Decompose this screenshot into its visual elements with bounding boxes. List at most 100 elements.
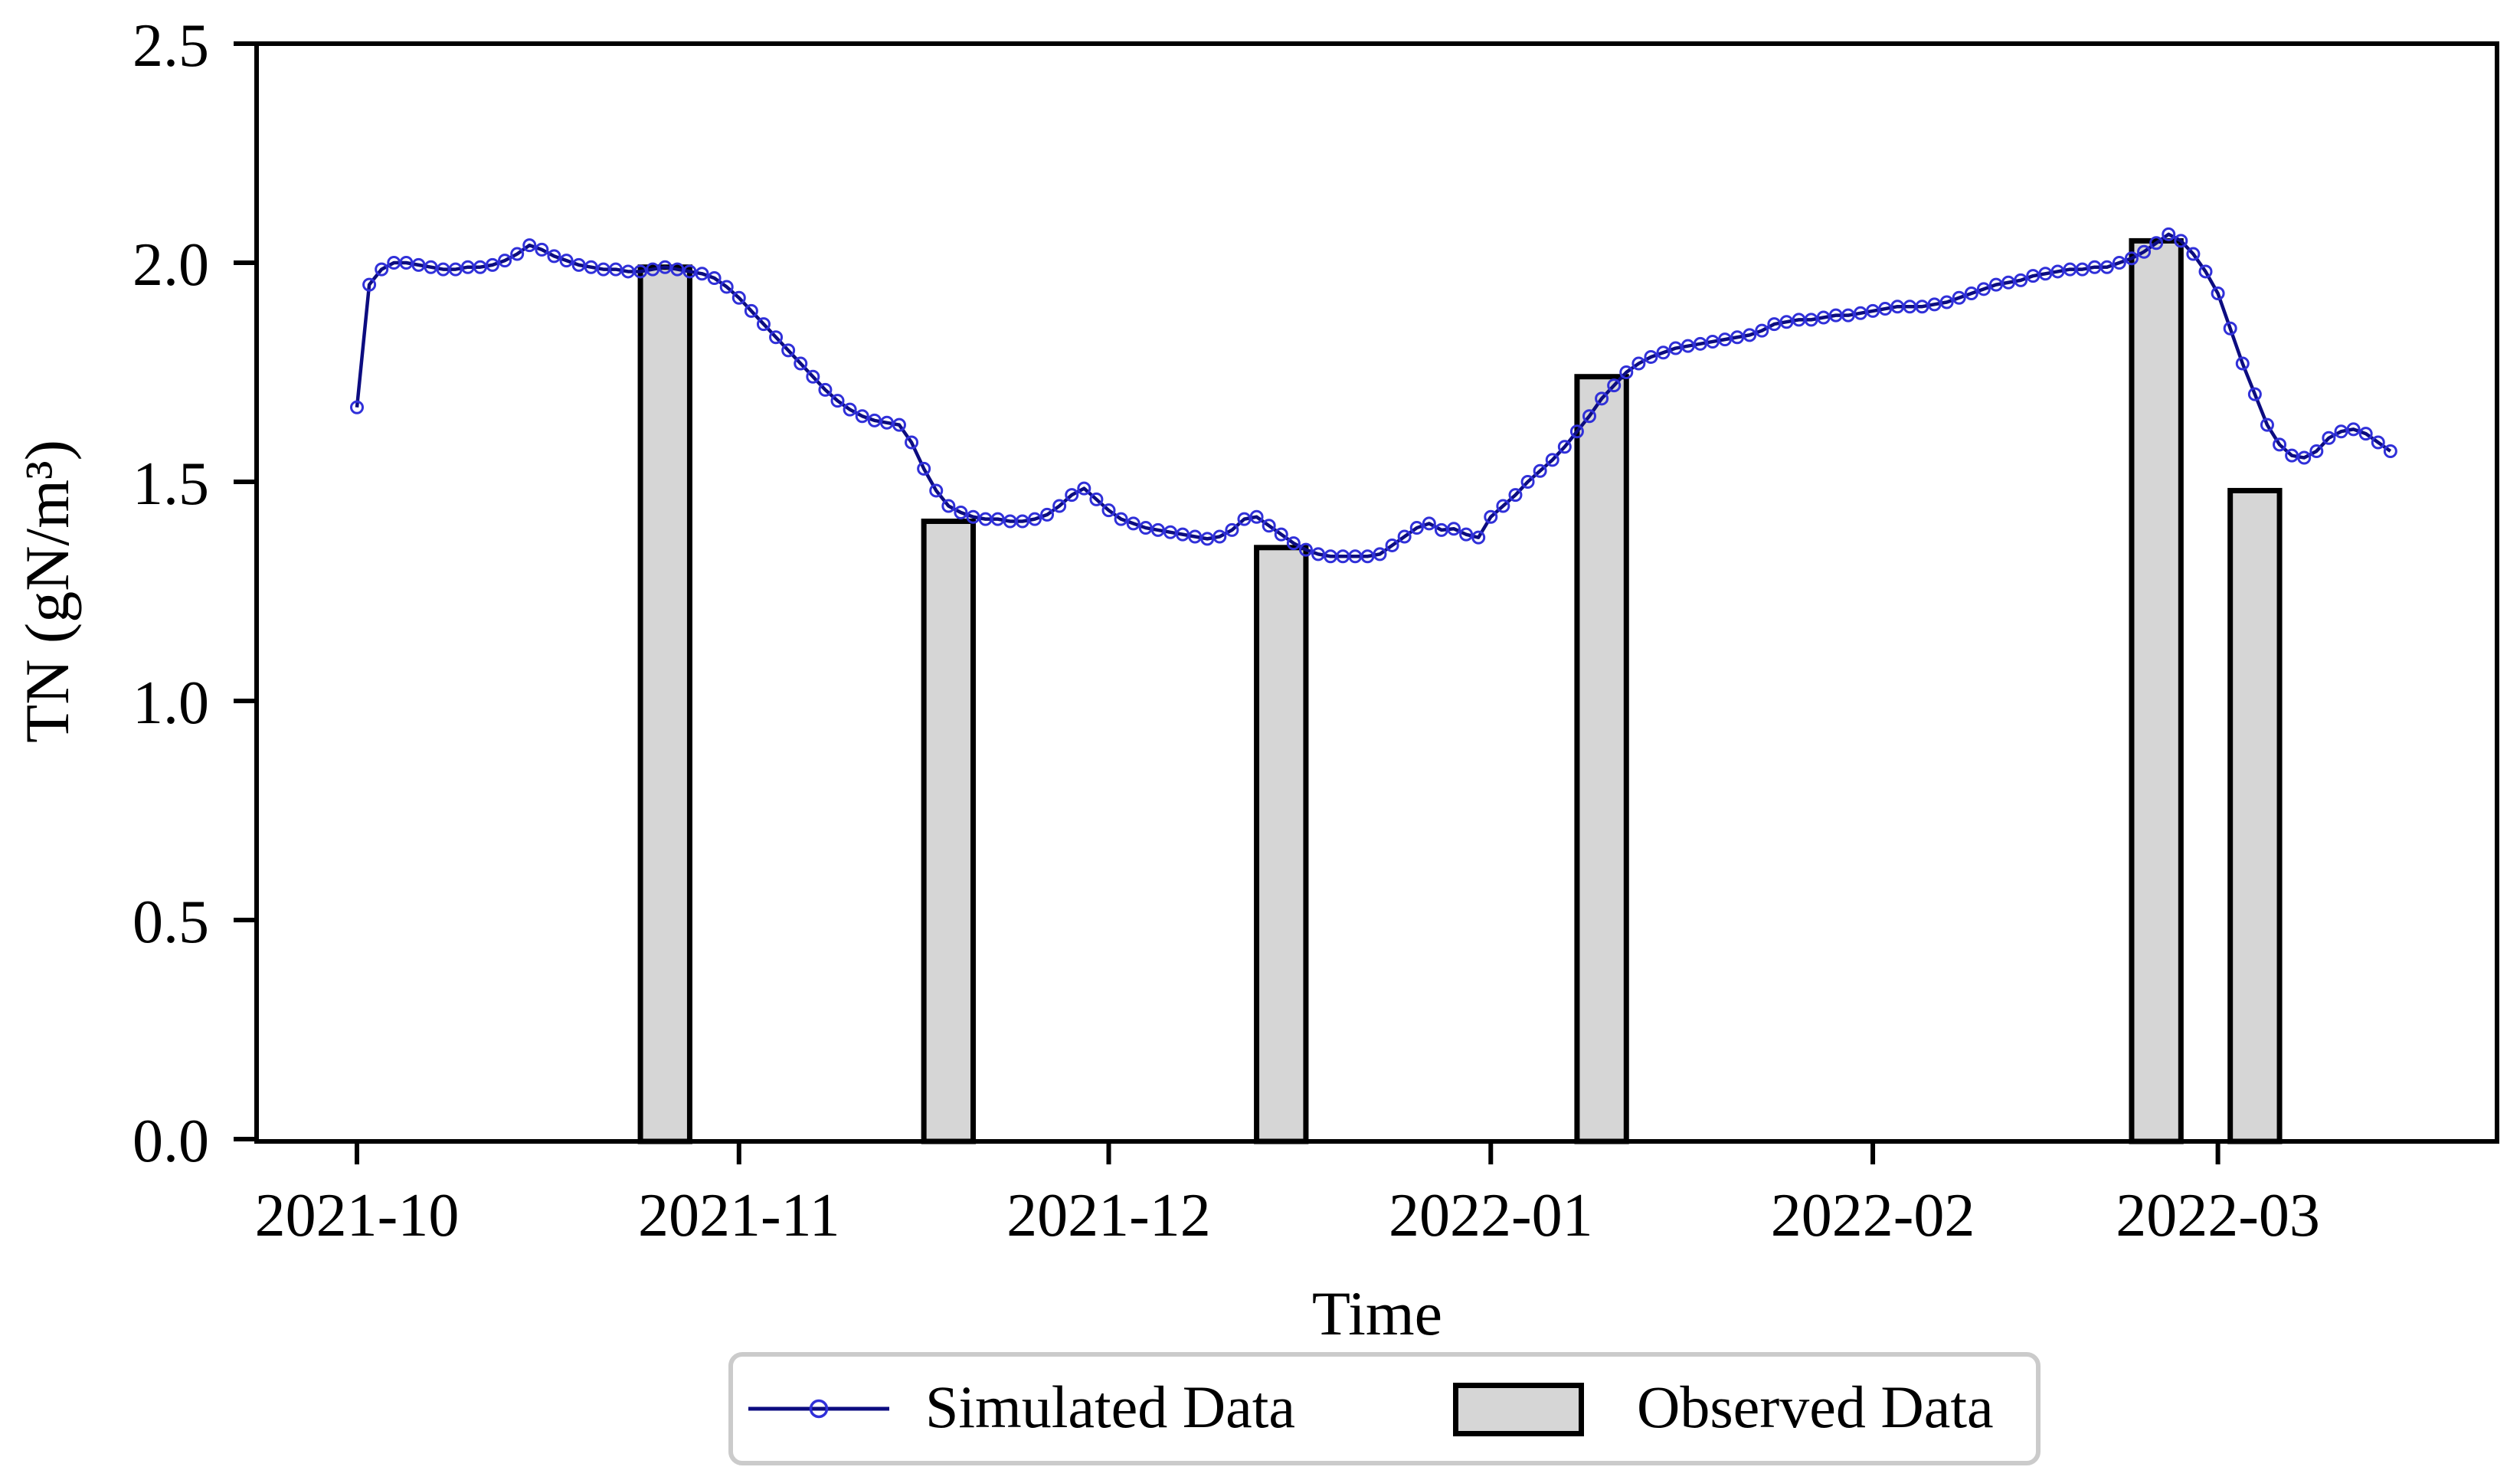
simulated-marker bbox=[2001, 275, 2016, 290]
simulated-marker bbox=[855, 409, 869, 424]
simulated-marker bbox=[1385, 538, 1399, 552]
simulated-marker bbox=[1964, 287, 1978, 301]
simulated-marker bbox=[670, 262, 685, 277]
simulated-marker bbox=[1126, 516, 1141, 531]
x-tick-label: 2022-02 bbox=[1771, 1182, 1975, 1249]
simulated-marker bbox=[1939, 295, 1954, 309]
simulated-marker bbox=[1409, 521, 1424, 535]
simulated-marker bbox=[559, 254, 574, 268]
x-tick-label: 2021-12 bbox=[1006, 1182, 1211, 1249]
simulated-marker bbox=[571, 257, 586, 272]
simulated-marker bbox=[1595, 391, 1609, 406]
simulated-marker bbox=[2334, 424, 2348, 439]
simulated-marker bbox=[399, 256, 414, 270]
simulated-marker bbox=[1582, 409, 1596, 424]
simulated-marker bbox=[547, 249, 561, 264]
y-tick-label: 1.5 bbox=[133, 450, 209, 518]
simulated-marker bbox=[1114, 512, 1128, 526]
simulated-marker bbox=[966, 509, 980, 524]
simulated-marker bbox=[2112, 256, 2126, 270]
simulated-marker bbox=[510, 247, 525, 261]
simulated-marker bbox=[1249, 509, 1264, 524]
simulated-marker bbox=[2050, 264, 2065, 279]
simulated-marker bbox=[2099, 260, 2114, 274]
simulated-marker bbox=[929, 483, 944, 498]
simulated-marker bbox=[2358, 427, 2373, 441]
simulated-marker bbox=[1743, 328, 1757, 342]
simulated-marker bbox=[818, 382, 833, 397]
y-tick-label: 1.0 bbox=[133, 670, 209, 737]
simulated-marker bbox=[1065, 488, 1079, 503]
simulated-marker bbox=[806, 369, 820, 384]
simulated-marker bbox=[2371, 435, 2385, 450]
simulated-marker bbox=[756, 317, 771, 332]
simulated-marker bbox=[448, 262, 463, 277]
observed-bar bbox=[2227, 487, 2283, 1144]
simulated-marker bbox=[1052, 499, 1067, 513]
simulated-marker bbox=[485, 257, 499, 272]
observed-bar bbox=[2129, 237, 2184, 1144]
simulated-marker bbox=[1471, 530, 1486, 545]
simulated-marker bbox=[2149, 236, 2164, 250]
simulated-marker bbox=[1557, 440, 1572, 454]
simulated-marker bbox=[584, 260, 598, 274]
simulated-marker bbox=[1644, 349, 1658, 364]
simulated-marker bbox=[1262, 519, 1276, 533]
simulated-marker bbox=[1705, 334, 1720, 349]
simulated-marker bbox=[905, 435, 919, 450]
simulated-marker bbox=[1545, 453, 1559, 467]
simulated-marker bbox=[1878, 302, 1893, 316]
simulated-marker bbox=[473, 260, 487, 274]
simulated-marker bbox=[2186, 247, 2201, 261]
simulated-marker bbox=[1015, 514, 1029, 529]
simulated-marker bbox=[1866, 303, 1880, 318]
simulated-marker bbox=[1853, 306, 1867, 320]
simulated-marker bbox=[1607, 378, 1622, 393]
simulated-marker bbox=[1717, 332, 1732, 347]
simulated-marker bbox=[2322, 431, 2336, 445]
simulated-marker bbox=[707, 271, 722, 286]
simulated-marker bbox=[830, 394, 845, 408]
simulated-marker bbox=[2260, 417, 2274, 432]
simulated-marker bbox=[731, 290, 746, 305]
simulated-marker bbox=[1520, 475, 1535, 489]
simulated-marker bbox=[1373, 547, 1387, 562]
simulated-marker bbox=[1163, 525, 1177, 539]
simulated-marker bbox=[744, 303, 758, 318]
simulated-marker bbox=[1311, 547, 1326, 562]
simulated-marker bbox=[1952, 290, 1966, 305]
simulated-marker bbox=[1779, 315, 1794, 329]
simulated-marker bbox=[2273, 437, 2287, 452]
simulated-marker bbox=[2211, 287, 2225, 301]
legend-simulated-label: Simulated Data bbox=[925, 1374, 1296, 1441]
simulated-marker bbox=[350, 400, 364, 414]
simulated-marker bbox=[719, 280, 734, 294]
simulated-marker bbox=[1459, 527, 1474, 542]
simulated-marker bbox=[1274, 527, 1288, 542]
simulated-marker bbox=[522, 238, 537, 253]
simulated-marker bbox=[794, 356, 808, 371]
simulated-marker bbox=[1027, 512, 1042, 526]
simulated-marker bbox=[1988, 277, 2003, 292]
legend: Simulated Data Observed Data bbox=[728, 1352, 2041, 1465]
simulated-marker bbox=[1631, 356, 1646, 371]
simulated-marker bbox=[892, 417, 906, 432]
simulated-marker bbox=[424, 260, 438, 274]
simulated-marker bbox=[1619, 365, 1634, 379]
simulated-marker bbox=[2038, 267, 2053, 281]
y-tick-label: 2.0 bbox=[133, 231, 209, 299]
simulated-marker bbox=[1508, 488, 1523, 503]
simulated-marker bbox=[695, 267, 709, 281]
simulated-marker bbox=[1101, 503, 1116, 518]
simulated-marker bbox=[1693, 336, 1707, 351]
simulated-marker bbox=[941, 499, 956, 513]
simulated-marker bbox=[1176, 527, 1190, 542]
simulated-marker bbox=[1089, 492, 1104, 506]
simulated-marker bbox=[1200, 532, 1215, 546]
y-tick-label: 2.5 bbox=[133, 12, 209, 80]
simulated-marker bbox=[1730, 330, 1745, 345]
simulated-marker bbox=[1656, 345, 1671, 360]
simulated-marker bbox=[608, 262, 623, 277]
